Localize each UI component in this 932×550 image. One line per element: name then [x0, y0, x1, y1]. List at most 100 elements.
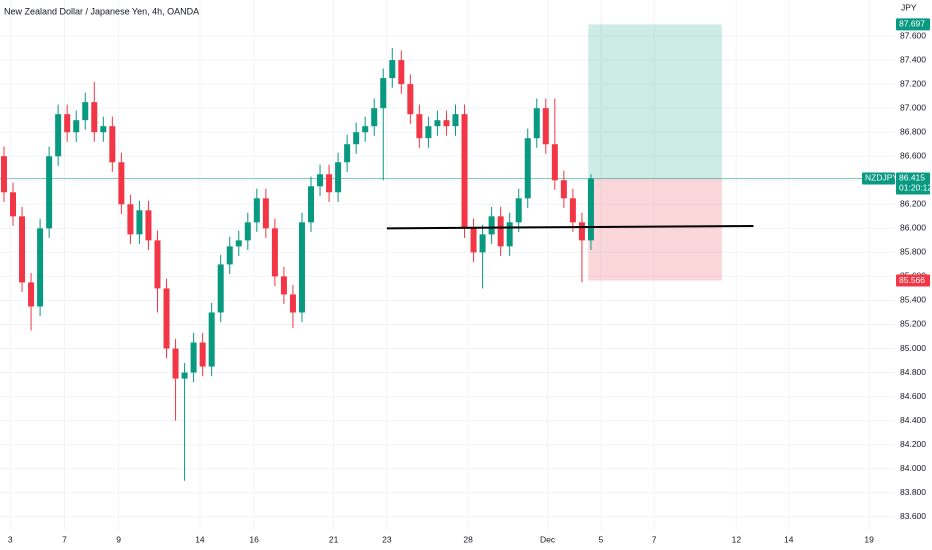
- symbol-tag-bg: [862, 172, 895, 185]
- y-tick-label: 87.400: [900, 54, 926, 64]
- x-tick-label: 5: [599, 534, 604, 544]
- candle-body: [190, 342, 197, 373]
- candle-body: [0, 156, 7, 193]
- candle-body: [253, 198, 260, 223]
- candle-body: [389, 60, 396, 79]
- x-tick-label: 3: [8, 534, 13, 544]
- x-tick-label: 19: [864, 534, 874, 544]
- candle-body: [199, 342, 206, 367]
- candle-body: [226, 246, 233, 265]
- candle-body: [515, 198, 522, 223]
- candle-body: [506, 222, 513, 247]
- candle-body: [470, 228, 477, 253]
- x-tick-label: 7: [62, 534, 67, 544]
- x-tick-label: 14: [784, 534, 794, 544]
- candle-body: [109, 126, 116, 163]
- y-tick-label: 87.200: [900, 78, 926, 88]
- candle-body: [55, 114, 62, 157]
- candle-body: [407, 84, 414, 115]
- candle-body: [46, 156, 53, 229]
- y-tick-label: 84.600: [900, 391, 926, 401]
- x-tick-label: 28: [463, 534, 473, 544]
- candle-body: [560, 180, 567, 199]
- y-tick-label: 86.000: [900, 223, 926, 233]
- candle-body: [73, 120, 80, 133]
- y-tick-label: 83.800: [900, 487, 926, 497]
- candle-body: [344, 144, 351, 163]
- y-tick-label: 84.800: [900, 367, 926, 377]
- candle-body: [163, 288, 170, 349]
- candle-body: [100, 126, 107, 133]
- candle-body: [497, 216, 504, 247]
- target-price-tag-bg: [896, 18, 930, 31]
- candle-body: [488, 216, 495, 235]
- candle-body: [118, 162, 125, 205]
- candle-body: [10, 192, 17, 217]
- candle-body: [371, 108, 378, 127]
- candle-body: [533, 108, 540, 139]
- y-tick-label: 85.400: [900, 295, 926, 305]
- candle-body: [172, 348, 179, 379]
- candle-body: [262, 198, 269, 229]
- countdown: 01:20:12: [899, 183, 932, 193]
- candle-body: [298, 222, 305, 313]
- chart-title: New Zealand Dollar / Japanese Yen, 4h, O…: [4, 6, 199, 16]
- stop-price-tag: 85.566: [899, 275, 925, 285]
- candle-body: [280, 276, 287, 295]
- candle-body: [37, 228, 44, 307]
- candle-body: [380, 78, 387, 109]
- candle-body: [461, 114, 468, 229]
- candle-body: [416, 114, 423, 139]
- candle-body: [271, 228, 278, 277]
- candle-body: [127, 204, 134, 235]
- y-tick-label: 86.800: [900, 126, 926, 136]
- candle-body: [578, 222, 585, 241]
- candle-body: [64, 114, 71, 133]
- y-tick-label: 84.000: [900, 463, 926, 473]
- stop-price-tag-bg: [896, 274, 930, 287]
- y-tick-label: 85.200: [900, 319, 926, 329]
- x-tick-label: 7: [652, 534, 657, 544]
- y-tick-label: 86.200: [900, 199, 926, 209]
- candle-body: [551, 144, 558, 181]
- y-tick-label: 85.000: [900, 343, 926, 353]
- candle-body: [289, 294, 296, 313]
- candle-body: [569, 198, 576, 223]
- candle-body: [524, 138, 531, 199]
- axes: 83.600 83.800 84.000 84.200 84.400 84.600 84.8…: [8, 18, 932, 544]
- candle-body: [479, 234, 486, 253]
- candle-body: [398, 60, 405, 85]
- x-tick-label: Dec: [540, 534, 556, 544]
- candle-body: [28, 282, 35, 307]
- y-tick-label: 87.600: [900, 30, 926, 40]
- candle-body: [244, 222, 251, 241]
- candle-body: [317, 174, 324, 187]
- profit-zone: [588, 24, 722, 179]
- last-price-tag: 86.415: [899, 173, 925, 183]
- y-tick-label: 84.200: [900, 439, 926, 449]
- candle-body: [542, 108, 549, 145]
- candle-body: [136, 210, 143, 235]
- candle-body: [452, 114, 459, 127]
- candle-body: [308, 186, 315, 223]
- x-tick-label: 23: [382, 534, 392, 544]
- y-tick-label: 87.000: [900, 102, 926, 112]
- x-tick-label: 16: [249, 534, 259, 544]
- candle-body: [443, 120, 450, 127]
- target-price-tag: 87.697: [899, 19, 925, 29]
- loss-zone: [588, 178, 722, 281]
- candle-body: [587, 178, 594, 241]
- candle-body: [208, 312, 215, 367]
- candle-body: [425, 126, 432, 139]
- y-tick-label: 86.600: [900, 150, 926, 160]
- candle-body: [154, 240, 161, 289]
- trend-line: [386, 224, 754, 230]
- candle-body: [326, 174, 333, 193]
- last-price-tag-bg: [896, 172, 930, 195]
- candle-body: [145, 210, 152, 241]
- symbol-tag: NZDJPY: [865, 173, 898, 183]
- plot-area: [0, 24, 895, 481]
- y-tick-label: 84.400: [900, 415, 926, 425]
- x-tick-label: 14: [195, 534, 205, 544]
